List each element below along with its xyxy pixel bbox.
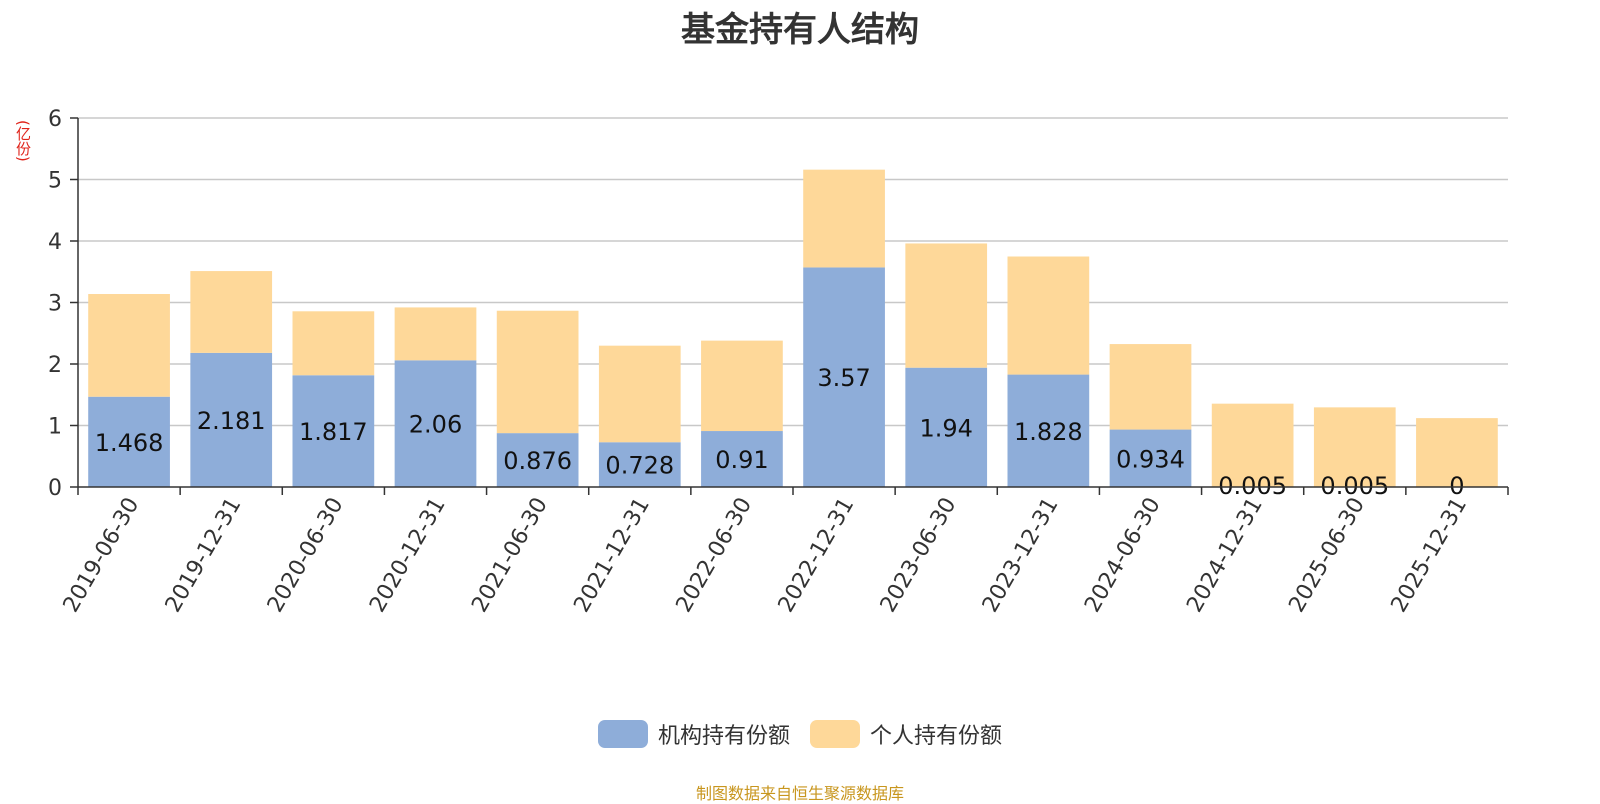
bar-individual xyxy=(395,307,477,360)
bar-individual xyxy=(293,311,375,375)
data-label-institutional: 0.728 xyxy=(605,452,674,480)
bar-individual xyxy=(599,346,681,443)
bar-individual xyxy=(1008,256,1090,374)
legend-label-institutional: 机构持有份额 xyxy=(658,718,790,750)
x-tick-label: 2023-12-31 xyxy=(978,494,1064,617)
x-tick-label: 2021-06-30 xyxy=(467,494,553,617)
data-label-institutional: 0.91 xyxy=(715,446,768,474)
data-label-institutional: 3.57 xyxy=(817,364,870,392)
x-tick-label: 2020-12-31 xyxy=(365,494,451,617)
bar-individual xyxy=(803,170,885,268)
y-tick-label: 2 xyxy=(48,353,62,378)
x-tick-label: 2025-12-31 xyxy=(1387,494,1473,617)
x-tick-label: 2021-12-31 xyxy=(569,494,655,617)
bar-individual xyxy=(905,243,987,367)
chart-plot: 0 1 2 3 4 5 6 1.468 2019-06-30 2.181 2019-12-31 1.8… xyxy=(0,0,1600,700)
bar-individual xyxy=(190,271,272,353)
legend-item-institutional[interactable]: 机构持有份额 xyxy=(598,718,790,750)
data-label-institutional: 0.876 xyxy=(503,447,572,475)
x-tick-label: 2022-06-30 xyxy=(672,494,758,617)
x-tick-label: 2024-12-31 xyxy=(1182,494,1268,617)
bar-individual xyxy=(497,311,579,433)
x-tick-label: 2024-06-30 xyxy=(1080,494,1166,617)
data-label-institutional: 1.94 xyxy=(919,414,972,442)
legend-item-individual[interactable]: 个人持有份额 xyxy=(810,718,1002,750)
legend-swatch-individual xyxy=(810,720,860,748)
legend-swatch-institutional xyxy=(598,720,648,748)
data-label-institutional: 1.817 xyxy=(299,418,368,446)
x-tick-label: 2019-06-30 xyxy=(59,494,145,617)
data-label-institutional: 2.06 xyxy=(409,411,462,439)
x-tick-label: 2019-12-31 xyxy=(161,494,247,617)
data-label-institutional: 1.468 xyxy=(95,429,164,457)
y-tick-label: 6 xyxy=(48,107,62,132)
y-tick-label: 4 xyxy=(48,230,62,255)
bar-individual xyxy=(1110,344,1192,429)
x-tick-label: 2020-06-30 xyxy=(263,494,349,617)
bar-individual xyxy=(701,341,783,431)
data-label-institutional: 2.181 xyxy=(197,407,266,435)
legend: 机构持有份额 个人持有份额 xyxy=(0,718,1600,750)
data-label-institutional: 0.005 xyxy=(1218,472,1287,500)
x-tick-label: 2023-06-30 xyxy=(876,494,962,617)
x-tick-label: 2022-12-31 xyxy=(774,494,860,617)
source-note: 制图数据来自恒生聚源数据库 xyxy=(0,780,1600,804)
data-label-institutional: 1.828 xyxy=(1014,418,1083,446)
bar-individual xyxy=(88,294,170,397)
y-tick-label: 0 xyxy=(48,476,62,501)
data-label-institutional: 0.005 xyxy=(1320,472,1389,500)
y-tick-label: 3 xyxy=(48,292,62,317)
x-tick-label: 2025-06-30 xyxy=(1284,494,1370,617)
data-label-institutional: 0.934 xyxy=(1116,445,1185,473)
y-tick-label: 1 xyxy=(48,415,62,440)
legend-label-individual: 个人持有份额 xyxy=(870,718,1002,750)
y-tick-label: 5 xyxy=(48,169,62,194)
